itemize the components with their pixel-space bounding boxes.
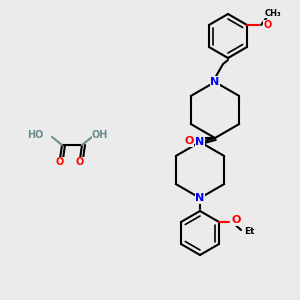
Text: O: O — [76, 157, 84, 167]
Text: N: N — [195, 193, 205, 203]
Text: O: O — [264, 20, 272, 30]
Text: Et: Et — [244, 227, 254, 236]
Text: HO: HO — [28, 130, 44, 140]
Text: N: N — [195, 137, 205, 147]
Text: CH₃: CH₃ — [265, 8, 281, 17]
Text: N: N — [210, 77, 220, 87]
Text: OH: OH — [92, 130, 108, 140]
Text: O: O — [231, 215, 241, 225]
Text: O: O — [184, 136, 194, 146]
Text: O: O — [56, 157, 64, 167]
